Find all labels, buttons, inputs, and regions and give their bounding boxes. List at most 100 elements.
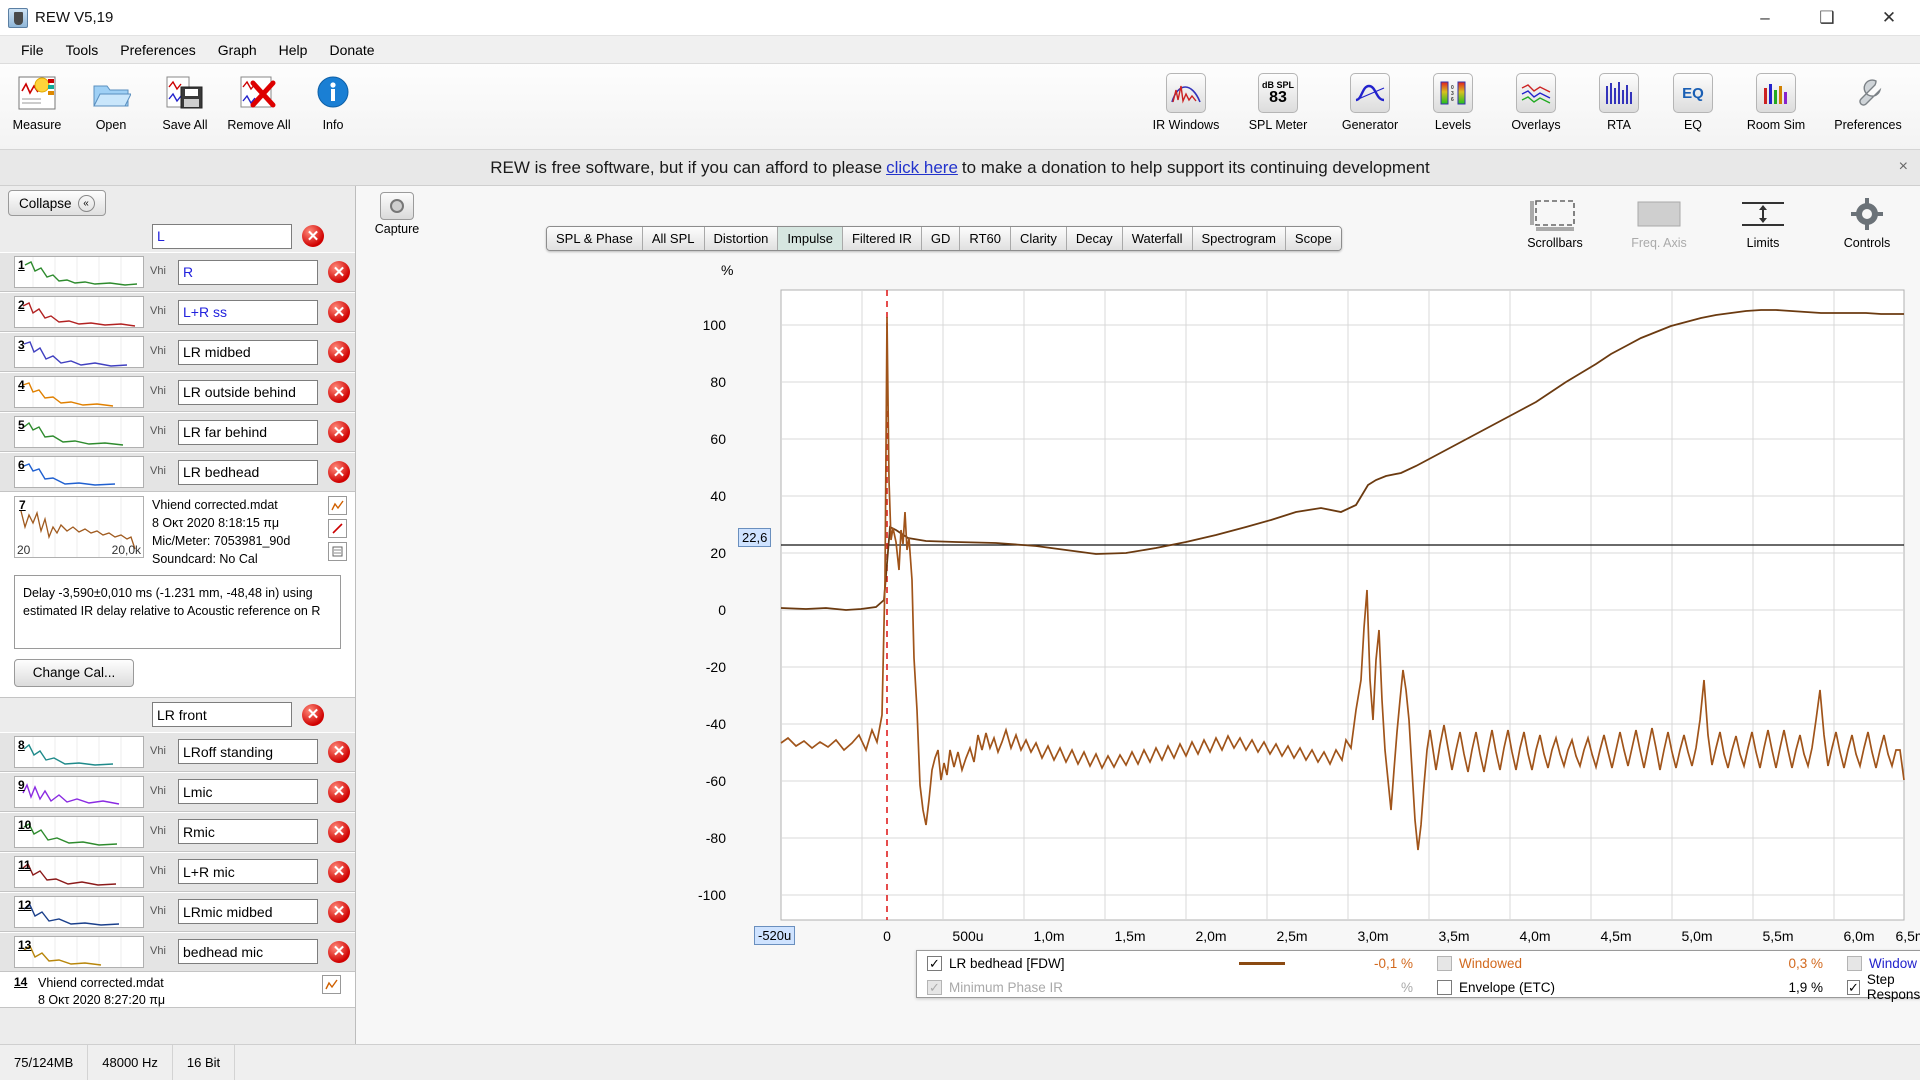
measurement-thumbnail[interactable]: 8 [14, 735, 144, 768]
room-sim-button[interactable]: Room Sim [1730, 64, 1822, 149]
list-item[interactable]: 3 Vhi LR midbed ✕ [0, 332, 355, 372]
delete-measurement-button[interactable]: ✕ [302, 225, 324, 247]
measure-button[interactable]: Measure [0, 64, 74, 149]
expanded-thumbnail[interactable]: 7 20 20,0k [14, 496, 144, 558]
tab-gd[interactable]: GD [921, 227, 961, 250]
measurement-name[interactable]: LR midbed [178, 339, 318, 365]
delete-measurement-button[interactable]: ✕ [302, 703, 324, 726]
ir-windows-button[interactable]: IR Windows [1140, 64, 1232, 149]
chart-icon[interactable] [328, 496, 347, 515]
tab-rt60[interactable]: RT60 [960, 227, 1011, 250]
list-item-footer[interactable]: 14 Vhiend corrected.mdat 8 Οκτ 2020 8:27… [0, 971, 355, 1008]
footer-chart-icon[interactable] [322, 974, 341, 994]
overlays-button[interactable]: Overlays [1490, 64, 1582, 149]
legend-row-window[interactable]: Window [1837, 955, 1920, 971]
menu-file[interactable]: File [21, 41, 44, 58]
preferences-button[interactable]: Preferences [1822, 64, 1914, 149]
measurement-name[interactable]: LRoff standing [178, 739, 318, 764]
measurement-thumbnail[interactable]: 12 [14, 895, 144, 928]
measurement-name[interactable]: Rmic [178, 819, 318, 844]
list-item[interactable]: 12 Vhi LRmic midbed ✕ [0, 891, 355, 932]
list-item[interactable]: 11 Vhi L+R mic ✕ [0, 851, 355, 892]
measurement-thumbnail[interactable]: 6 [14, 456, 144, 488]
measurement-name[interactable]: LRmic midbed [178, 899, 318, 924]
measurement-thumbnail[interactable]: 2 [14, 296, 144, 328]
list-item[interactable]: LR front ✕ [0, 697, 355, 732]
delete-measurement-button[interactable]: ✕ [328, 900, 350, 923]
tab-filtered-ir[interactable]: Filtered IR [842, 227, 922, 250]
delete-measurement-button[interactable]: ✕ [328, 820, 350, 843]
measurement-name[interactable]: LR bedhead [178, 459, 318, 485]
measurement-name[interactable]: R [178, 259, 318, 285]
measurement-thumbnail[interactable]: 4 [14, 376, 144, 408]
change-cal-button[interactable]: Change Cal... [14, 658, 134, 687]
menu-graph[interactable]: Graph [217, 41, 257, 58]
close-button[interactable]: ✕ [1881, 7, 1897, 27]
impulse-plot[interactable]: % [356, 262, 1920, 1044]
remove-all-button[interactable]: Remove All [222, 64, 296, 149]
delete-measurement-button[interactable]: ✕ [328, 261, 350, 283]
tab-spectrogram[interactable]: Spectrogram [1192, 227, 1286, 250]
measurement-thumbnail[interactable]: 1 [14, 256, 144, 288]
open-button[interactable]: Open [74, 64, 148, 149]
tab-spl-phase[interactable]: SPL & Phase [547, 227, 643, 250]
tab-decay[interactable]: Decay [1066, 227, 1123, 250]
legend-checkbox-windowed[interactable] [1437, 955, 1452, 971]
delete-measurement-button[interactable]: ✕ [328, 940, 350, 963]
cursor-y-readout[interactable]: 22,6 [738, 528, 772, 547]
menu-preferences[interactable]: Preferences [120, 41, 196, 58]
legend-checkbox-step-response[interactable] [1847, 979, 1860, 995]
spl-meter-button[interactable]: dB SPL 83 SPL Meter [1232, 64, 1324, 149]
generator-button[interactable]: Generator [1324, 64, 1416, 149]
list-item[interactable]: 9 Vhi Lmic ✕ [0, 771, 355, 812]
measurement-name[interactable]: LR outside behind [178, 379, 318, 405]
delete-measurement-button[interactable]: ✕ [328, 740, 350, 763]
capture-button[interactable]: Capture [356, 186, 438, 236]
plot-svg[interactable] [356, 280, 1916, 980]
measurement-thumbnail[interactable]: 9 [14, 775, 144, 808]
freq-axis-button[interactable]: Freq. Axis [1620, 194, 1698, 250]
legend-checkbox-envelope[interactable] [1437, 979, 1452, 995]
measurement-thumbnail[interactable]: 13 [14, 935, 144, 968]
save-all-button[interactable]: Save All [148, 64, 222, 149]
delete-measurement-button[interactable]: ✕ [328, 780, 350, 803]
tab-distortion[interactable]: Distortion [704, 227, 779, 250]
menu-tools[interactable]: Tools [65, 41, 99, 58]
legend-checkbox-window[interactable] [1847, 955, 1862, 971]
cursor-x-readout[interactable]: -520u [754, 926, 796, 945]
minimize-button[interactable]: – [1760, 7, 1770, 27]
tab-impulse[interactable]: Impulse [778, 227, 843, 250]
list-item[interactable]: 8 Vhi LRoff standing ✕ [0, 731, 355, 772]
controls-button[interactable]: Controls [1828, 194, 1906, 250]
scrollbars-button[interactable]: Scrollbars [1516, 194, 1594, 250]
delete-measurement-button[interactable]: ✕ [328, 381, 350, 403]
legend-row-minimum-phase[interactable]: Minimum Phase IR [917, 979, 1217, 995]
legend-row-windowed[interactable]: Windowed [1427, 955, 1717, 971]
notes-icon[interactable] [328, 542, 347, 561]
maximize-button[interactable]: ❑ [1819, 7, 1835, 27]
delete-measurement-button[interactable]: ✕ [328, 461, 350, 483]
info-button[interactable]: Info [296, 64, 370, 149]
limits-button[interactable]: Limits [1724, 194, 1802, 250]
measurement-thumbnail[interactable]: 10 [14, 815, 144, 848]
donation-link[interactable]: click here [886, 157, 958, 177]
measurement-name[interactable]: LR far behind [178, 419, 318, 445]
pencil-icon[interactable] [328, 519, 347, 538]
tab-scope[interactable]: Scope [1285, 227, 1341, 250]
list-item[interactable]: 5 Vhi LR far behind ✕ [0, 412, 355, 452]
delete-measurement-button[interactable]: ✕ [328, 341, 350, 363]
legend-row-envelope[interactable]: Envelope (ETC) [1427, 979, 1717, 995]
list-item[interactable]: 1 Vhi R ✕ [0, 252, 355, 292]
banner-close-icon[interactable]: × [1898, 158, 1908, 175]
list-item[interactable]: 6 Vhi LR bedhead ✕ [0, 452, 355, 492]
delete-measurement-button[interactable]: ✕ [328, 860, 350, 883]
list-item[interactable]: 4 Vhi LR outside behind ✕ [0, 372, 355, 412]
collapse-button[interactable]: Collapse « [8, 190, 106, 216]
tab-all-spl[interactable]: All SPL [642, 227, 705, 250]
measurement-name[interactable]: LR front [152, 702, 292, 727]
legend-checkbox-minimum-phase[interactable] [927, 979, 942, 995]
measurement-name[interactable]: L+R ss [178, 299, 318, 325]
legend-checkbox-lr-bedhead[interactable] [927, 955, 942, 971]
list-item[interactable]: L ✕ [0, 220, 355, 252]
